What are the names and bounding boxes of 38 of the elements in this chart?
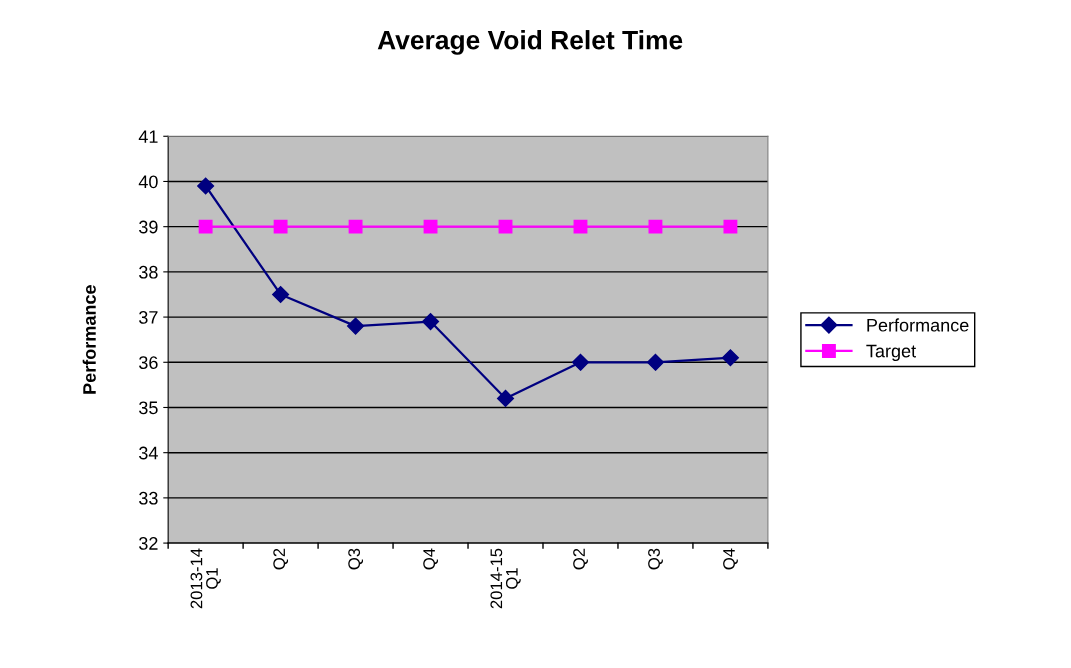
y-tick-label: 41 — [138, 130, 158, 143]
point — [197, 177, 215, 195]
y-tick-label: 34 — [139, 446, 158, 460]
point — [273, 219, 288, 234]
y-axis-title: Performance — [82, 285, 96, 394]
point — [498, 219, 513, 234]
y-tick-label: 37 — [139, 311, 158, 324]
point — [646, 353, 665, 371]
x-tick-label: 2013-14 Q1 — [190, 548, 221, 609]
y-tick-label: 33 — [139, 491, 158, 505]
chart-title: Average Void Relet Time — [377, 30, 683, 55]
y-tick-label: 36 — [139, 356, 158, 369]
point — [272, 285, 290, 304]
point — [348, 219, 363, 234]
point — [571, 353, 590, 371]
point — [347, 317, 365, 335]
point — [721, 349, 739, 367]
x-tick-label: Q3 — [348, 548, 364, 570]
y-tick-label: 35 — [139, 401, 158, 415]
x-tick-label: Q4 — [423, 548, 438, 570]
x-tick-label: Q2 — [273, 548, 289, 570]
point — [648, 219, 663, 234]
point — [573, 219, 588, 234]
x-tick-label: Q4 — [723, 548, 738, 570]
legend-label: Target — [866, 344, 916, 362]
y-tick-label: 32 — [139, 537, 158, 550]
point — [423, 219, 438, 234]
y-tick-label: 39 — [139, 220, 158, 234]
legend-label: Performance — [867, 318, 969, 332]
x-tick-label: 2014-15 Q1 — [490, 548, 521, 609]
point — [723, 219, 738, 234]
y-tick-label: 38 — [139, 265, 158, 279]
point — [198, 219, 213, 234]
point — [421, 313, 440, 331]
x-tick-label: Q3 — [648, 548, 663, 570]
y-tick-label: 40 — [138, 175, 158, 189]
point — [496, 389, 515, 407]
x-tick-label: Q2 — [573, 548, 588, 570]
